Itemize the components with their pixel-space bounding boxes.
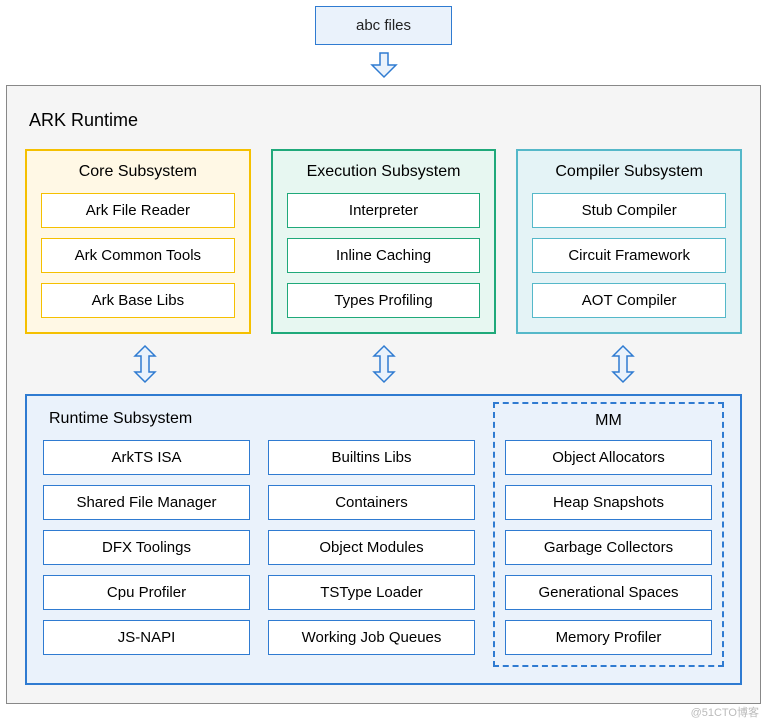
mm-subsystem: MM Object Allocators Heap Snapshots Garbag… <box>493 402 724 667</box>
component-box: Object Modules <box>268 530 475 565</box>
runtime-subsystem: Runtime Subsystem ArkTS ISA Shared File M… <box>25 394 742 685</box>
component-box: Types Profiling <box>287 283 481 318</box>
exec-subsystem: Execution Subsystem Interpreter Inline Cac… <box>271 149 497 334</box>
arrow-updown-icon <box>368 344 400 384</box>
component-box: Stub Compiler <box>532 193 726 228</box>
component-box: Circuit Framework <box>532 238 726 273</box>
component-box: Cpu Profiler <box>43 575 250 610</box>
mm-col: Object Allocators Heap Snapshots Garbage C… <box>505 440 712 655</box>
component-box: AOT Compiler <box>532 283 726 318</box>
core-subsystem: Core Subsystem Ark File Reader Ark Common … <box>25 149 251 334</box>
container-title: ARK Runtime <box>29 110 742 131</box>
component-box: Generational Spaces <box>505 575 712 610</box>
component-box: Containers <box>268 485 475 520</box>
component-box: Interpreter <box>287 193 481 228</box>
component-box: TSType Loader <box>268 575 475 610</box>
component-box: Working Job Queues <box>268 620 475 655</box>
component-box: Garbage Collectors <box>505 530 712 565</box>
component-box: Heap Snapshots <box>505 485 712 520</box>
component-box: Shared File Manager <box>43 485 250 520</box>
component-box: ArkTS ISA <box>43 440 250 475</box>
abc-files-box: abc files <box>315 6 452 45</box>
component-box: Inline Caching <box>287 238 481 273</box>
watermark: @51CTO博客 <box>691 704 759 720</box>
component-box: Ark File Reader <box>41 193 235 228</box>
component-box: JS-NAPI <box>43 620 250 655</box>
component-box: Memory Profiler <box>505 620 712 655</box>
component-box: DFX Toolings <box>43 530 250 565</box>
component-box: Object Allocators <box>505 440 712 475</box>
ark-runtime-container: ARK Runtime Core Subsystem Ark File Reade… <box>6 85 761 704</box>
exec-subsystem-title: Execution Subsystem <box>287 163 481 181</box>
arrow-updown-icon <box>607 344 639 384</box>
arrow-down-icon <box>368 51 400 79</box>
bidirectional-arrows-row <box>25 334 742 394</box>
runtime-col-2: Builtins Libs Containers Object Modules TST… <box>268 440 475 667</box>
core-subsystem-title: Core Subsystem <box>41 163 235 181</box>
comp-subsystem: Compiler Subsystem Stub Compiler Circuit F… <box>516 149 742 334</box>
component-box: Ark Common Tools <box>41 238 235 273</box>
top-subsystems-row: Core Subsystem Ark File Reader Ark Common … <box>25 149 742 334</box>
runtime-col-1: ArkTS ISA Shared File Manager DFX Toolings… <box>43 440 250 667</box>
component-box: Builtins Libs <box>268 440 475 475</box>
component-box: Ark Base Libs <box>41 283 235 318</box>
runtime-title: Runtime Subsystem <box>49 410 192 428</box>
comp-subsystem-title: Compiler Subsystem <box>532 163 726 181</box>
mm-title: MM <box>505 412 712 430</box>
arrow-updown-icon <box>129 344 161 384</box>
